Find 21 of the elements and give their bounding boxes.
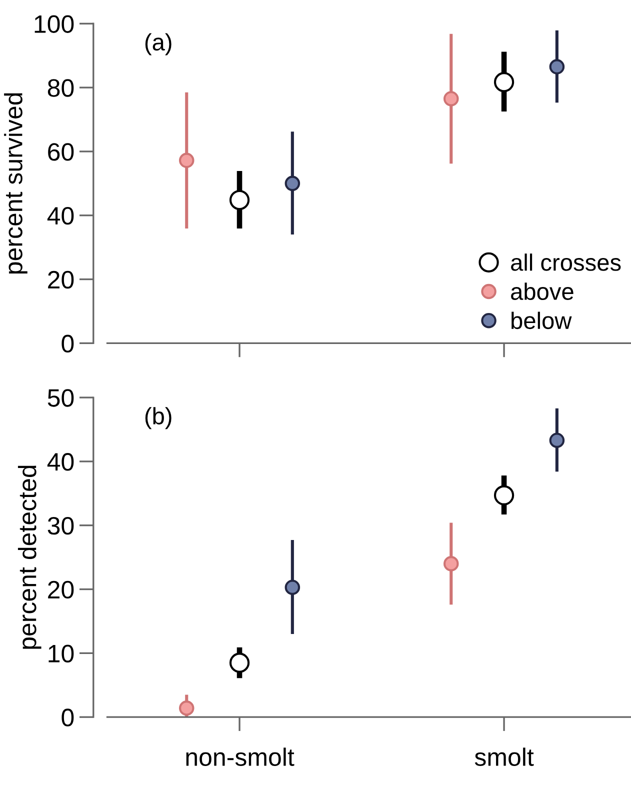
chart-title: (a) [145, 33, 172, 56]
y-tick-label: 50 [48, 389, 74, 407]
y-axis-title: percent survived [4, 93, 28, 274]
y-tick-label: 0 [62, 708, 74, 726]
y-tick-label: 30 [48, 516, 74, 535]
y-tick-label: 40 [47, 206, 74, 225]
y-tick-label: 20 [48, 270, 74, 289]
x-tick-label: non-smolt [186, 748, 294, 766]
y-tick-label: 100 [34, 15, 74, 33]
y-axis-title: percent detected [18, 466, 42, 649]
y-tick-label: 10 [48, 644, 74, 662]
x-tick-label: smolt [474, 748, 534, 766]
y-tick-label: 0 [62, 334, 74, 352]
legend-label: below [512, 312, 572, 330]
chart-title: (b) [145, 407, 172, 430]
legend-label: all crosses [511, 254, 621, 271]
y-tick-label: 40 [47, 453, 74, 471]
legend-label: above [511, 282, 574, 300]
y-tick-label: 20 [48, 580, 74, 599]
y-tick-label: 60 [48, 143, 74, 161]
y-tick-label: 80 [48, 79, 74, 97]
